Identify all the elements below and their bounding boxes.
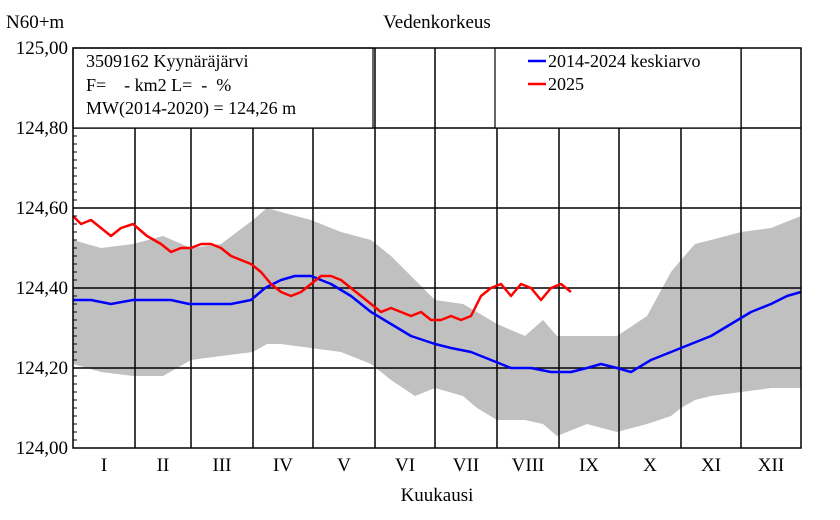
info-station-line: 3509162 Kyynäräjärvi [86, 51, 248, 71]
info-area-line: F= - km2 L= - % [86, 75, 231, 95]
month-tick-label: VI [395, 455, 415, 476]
month-tick-label: VIII [512, 455, 545, 476]
y-axis-unit-label: N60+m [6, 12, 64, 33]
legend-label-average: 2014-2024 keskiarvo [548, 51, 700, 71]
month-tick-label: X [643, 455, 657, 476]
month-tick-label: II [157, 455, 170, 476]
chart-title: Vedenkorkeus [383, 12, 491, 33]
month-tick-label: IX [579, 455, 599, 476]
y-tick-label: 124,00 [16, 438, 68, 459]
month-tick-label: XI [701, 455, 721, 476]
y-tick-label: 124,80 [16, 118, 68, 139]
month-tick-label: I [101, 455, 107, 476]
range-band-layer [73, 208, 801, 436]
legend-label-2025: 2025 [548, 74, 584, 94]
month-tick-label: V [337, 455, 351, 476]
y-tick-label: 124,60 [16, 198, 68, 219]
min-max-range-band [73, 208, 801, 436]
series-layer [72, 215, 802, 374]
info-box [72, 47, 374, 129]
month-tick-label: VII [453, 455, 479, 476]
average-series-line [73, 274, 802, 374]
month-tick-label: XII [758, 455, 784, 476]
x-axis-label: Kuukausi [401, 485, 474, 506]
y-tick-label: 124,20 [16, 358, 68, 379]
year-2025-series-line [72, 215, 572, 322]
y-tick-label: 125,00 [16, 38, 68, 59]
month-tick-label: III [213, 455, 232, 476]
y-tick-label: 124,40 [16, 278, 68, 299]
month-tick-label: IV [273, 455, 293, 476]
plot-frame [72, 47, 802, 449]
info-mean-line: MW(2014-2020) = 124,26 m [86, 98, 296, 119]
